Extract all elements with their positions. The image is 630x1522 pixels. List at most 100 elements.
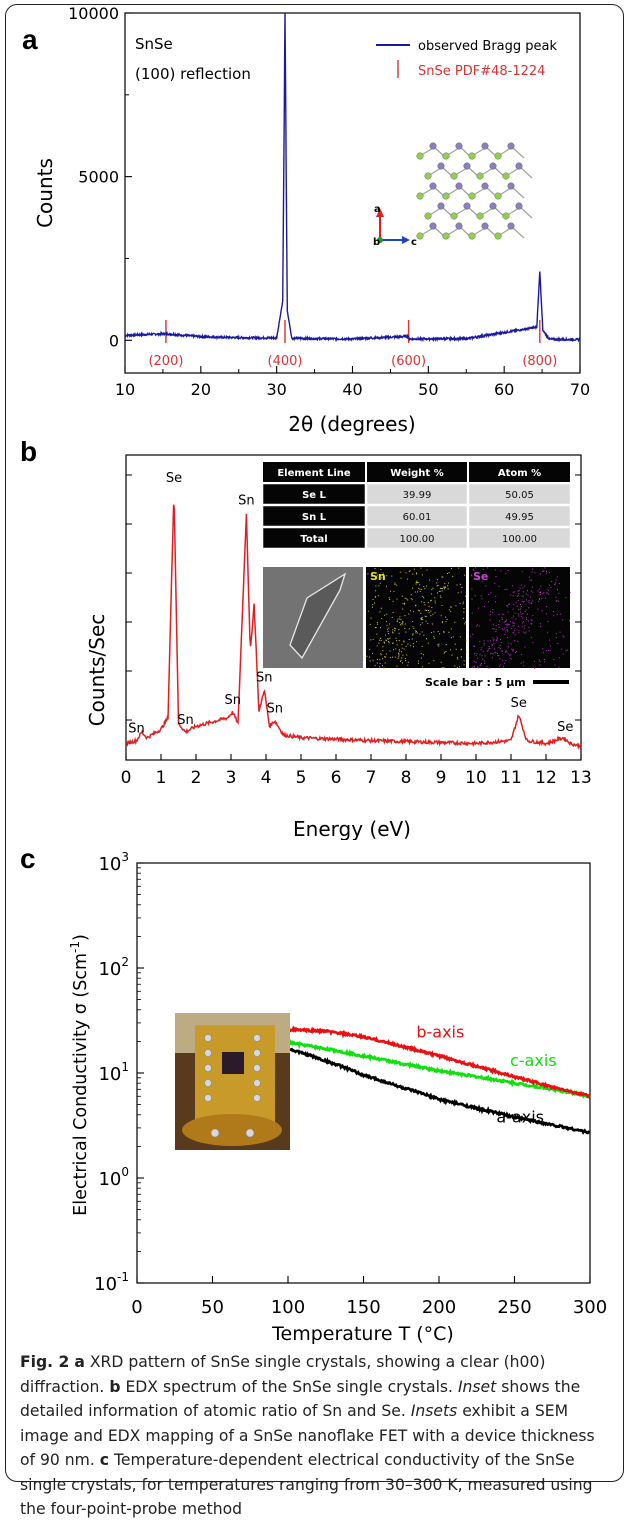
conductivity-x-tick-label: 200 (422, 1297, 456, 1318)
series-label-b-axis: b-axis (416, 1023, 464, 1042)
xrd-x-axis-label: 2θ (degrees) (288, 412, 415, 436)
table-header-label: Atom % (498, 468, 541, 479)
edx-x-tick-label: 4 (261, 768, 272, 788)
xrd-label-reflection: (100) reflection (135, 65, 251, 83)
table-cell-value: Total (300, 534, 327, 545)
table-header-label: Weight % (390, 468, 443, 479)
edx-x-tick-label: 10 (465, 768, 487, 788)
table-cell (468, 527, 571, 549)
conductivity-chart: 0 50 100 150 200 250 300 10-1 100 101 102 103 a-axi… (68, 850, 607, 1345)
xrd-y-tick-label: 10000 (68, 4, 119, 23)
xrd-x-tick-label: 30 (266, 380, 286, 399)
conductivity-y-tick-label: 102 (98, 955, 129, 980)
table-cell-value: 100.00 (502, 534, 537, 545)
series-label-c-axis: c-axis (510, 1051, 557, 1070)
caption-text-b3: exhibit a SEM image and EDX mapping of a… (20, 1402, 595, 1469)
xrd-y-axis-label: Counts (33, 158, 57, 228)
axis-label-c: c (411, 237, 417, 248)
xrd-x-tick-label: 60 (494, 380, 514, 399)
conductivity-x-tick-label: 50 (201, 1297, 224, 1318)
table-header-label: Element Line (277, 468, 351, 479)
table-cell-value: 49.95 (505, 512, 534, 523)
edx-x-tick-label: 9 (436, 768, 447, 788)
conductivity-y-tick-label: 10-1 (94, 1270, 129, 1295)
panel-letter-c: c (20, 843, 36, 874)
sn-map-label: Sn (370, 570, 386, 583)
sem-image (263, 567, 363, 668)
edx-x-tick-label: 1 (156, 768, 167, 788)
caption-letter-c: c (99, 1451, 110, 1469)
edx-x-tick-label: 13 (570, 768, 592, 788)
xrd-x-tick-label: 10 (115, 380, 135, 399)
edx-x-tick-label: 8 (401, 768, 412, 788)
xrd-reference-label: (200) (148, 354, 183, 369)
xrd-x-tick-label: 20 (191, 380, 211, 399)
table-cell (262, 527, 366, 549)
conductivity-x-tick-label: 300 (573, 1297, 607, 1318)
edx-plot-frame (125, 454, 582, 761)
table-cell-value: 60.01 (403, 512, 432, 523)
conductivity-y-axis-label: Electrical Conductivity σ (Scm-1) (68, 934, 91, 1216)
axis-label-a: a (374, 204, 381, 215)
xrd-reference-label: (400) (268, 354, 303, 369)
edx-peak-label: Sn (256, 670, 273, 685)
edx-peak-label: Sn (128, 722, 145, 737)
table-cell (262, 483, 366, 505)
conductivity-x-tick-label: 150 (346, 1297, 380, 1318)
conductivity-x-tick-label: 100 (271, 1297, 305, 1318)
caption-text-b2: shows the detailed information of atomic… (20, 1377, 581, 1421)
figure-frame (5, 4, 624, 1482)
panel-letter-a: a (22, 24, 38, 55)
edx-x-tick-label: 2 (191, 768, 202, 788)
xrd-chart: 10 20 30 40 50 60 70 0 5000 10000 (200) (400) (600)… (33, 4, 590, 436)
table-cell (262, 505, 366, 527)
panel-letter-b: b (20, 436, 38, 467)
caption-inset-1: Inset (457, 1377, 497, 1396)
edx-trace (125, 504, 582, 750)
se-map: Se (469, 567, 571, 669)
axis-label-b: b (373, 237, 380, 248)
caption-letter-b: b (109, 1377, 121, 1396)
composition-table: Element Line Weight % Atom % Se L 39.99 50.05… (262, 462, 571, 549)
xrd-x-tick-label: 70 (570, 380, 590, 399)
conductivity-y-tick-label: 103 (98, 850, 129, 875)
scale-bar (533, 680, 569, 684)
edx-x-tick-label: 6 (331, 768, 342, 788)
edx-peak-label: Sn (177, 713, 194, 728)
xrd-legend-reference: SnSe PDF#48-1224 (418, 64, 545, 79)
crystal-axis-indicator: a b c (373, 204, 417, 248)
table-cell (366, 505, 468, 527)
figure-caption: Fig. 2 a XRD pattern of SnSe single crys… (20, 1350, 612, 1522)
conductivity-y-tick-label: 100 (98, 1165, 129, 1190)
conductivity-x-tick-label: 250 (497, 1297, 531, 1318)
xrd-y-tick-label: 0 (109, 331, 119, 350)
se-map-label: Se (473, 570, 488, 583)
edx-peak-label: Sn (225, 693, 242, 708)
caption-letter-a: a (74, 1353, 85, 1371)
edx-x-tick-label: 3 (226, 768, 237, 788)
conductivity-x-tick-label: 0 (131, 1297, 142, 1318)
table-cell (366, 483, 468, 505)
edx-x-tick-label: 11 (500, 768, 522, 788)
caption-inset-2: Insets (410, 1402, 458, 1420)
caption-fig-label: Fig. 2 (20, 1353, 70, 1371)
xrd-x-tick-label: 40 (342, 380, 362, 399)
edx-x-tick-label: 0 (121, 768, 132, 788)
edx-y-axis-label: Counts/Sec (85, 614, 109, 727)
edx-x-axis-label: Energy (eV) (293, 817, 411, 840)
edx-x-tick-label: 12 (535, 768, 557, 788)
table-cell (468, 505, 571, 527)
table-cell-value: 39.99 (403, 490, 432, 501)
xrd-reference-label: (800) (522, 354, 557, 369)
table-cell (468, 483, 571, 505)
edx-x-tick-label: 7 (366, 768, 377, 788)
table-header-cell (367, 462, 467, 482)
table-cell-value: Se L (302, 490, 326, 501)
xrd-trace (124, 12, 581, 343)
scale-bar-label: Scale bar : 5 μm (425, 676, 526, 689)
conductivity-y-tick-label: 101 (98, 1060, 129, 1085)
table-cell-value: 50.05 (505, 490, 534, 501)
table-cell (366, 527, 468, 549)
edx-peak-label: Se (166, 471, 182, 486)
